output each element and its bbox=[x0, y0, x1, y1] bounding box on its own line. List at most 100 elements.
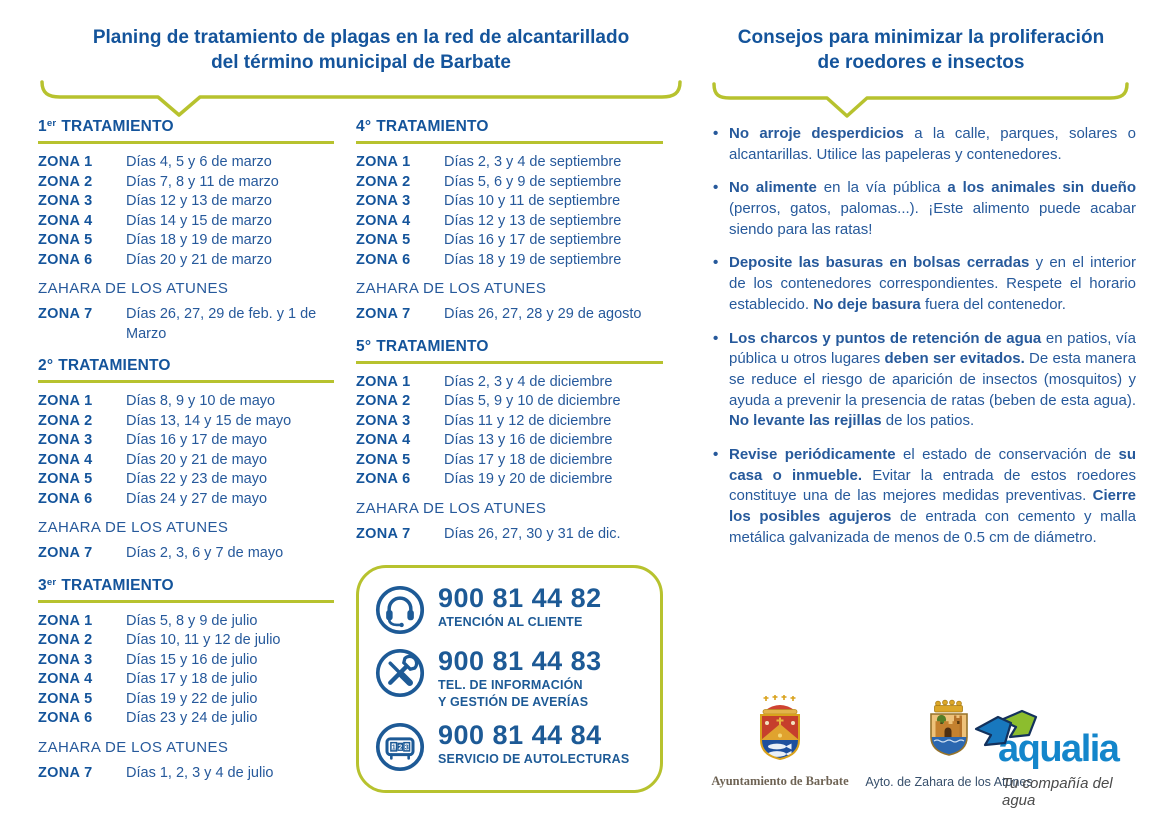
zone-label: ZONA 6 bbox=[356, 471, 411, 487]
section-word: TRATAMIENTO bbox=[58, 357, 171, 374]
zone-dates: Días 5, 9 y 10 de diciembre bbox=[444, 393, 621, 409]
aqualia-flags-icon bbox=[974, 708, 1040, 759]
barbate-logo-block: Ayuntamiento de Barbate bbox=[704, 694, 856, 789]
zone-dates: Días 2, 3, 6 y 7 de mayo bbox=[126, 545, 284, 561]
zone-dates: Días 12 y 13 de marzo bbox=[126, 193, 272, 209]
zone-row: ZONA 5 Días 22 y 23 de mayo bbox=[38, 470, 334, 490]
right-panel-title: Consejos para minimizar la proliferación… bbox=[705, 26, 1137, 75]
zone-dates: Días 2, 3 y 4 de septiembre bbox=[444, 154, 622, 170]
zone-row: ZONA 6 Días 23 y 24 de julio bbox=[38, 709, 334, 729]
section-title: 2° TRATAMIENTO bbox=[38, 357, 334, 383]
tip-text: en patios, vía pública u otros lugares bbox=[729, 329, 1136, 368]
zone-label: ZONA 5 bbox=[356, 451, 411, 468]
svg-text:1: 1 bbox=[392, 743, 396, 751]
zone-row: ZONA 4 Días 14 y 15 de marzo bbox=[38, 212, 334, 232]
zone-dates: Días 13, 14 y 15 de mayo bbox=[126, 412, 292, 429]
section-number: 4 bbox=[356, 118, 365, 135]
zone-dates: Días 11 y 12 de diciembre bbox=[444, 412, 612, 429]
phone-entry-customer-service: 900 81 44 82 ATENCIÓN AL CLIENTE bbox=[374, 584, 648, 636]
tip-bold-text: su casa o inmueble. bbox=[729, 445, 1137, 484]
barbate-coat-of-arms bbox=[753, 695, 807, 768]
treatment-section-5: 5° TRATAMIENTO ZONA 1 Días 2, 3 y 4 de dic… bbox=[356, 338, 663, 545]
zone-label: ZONA 3 bbox=[38, 651, 93, 668]
zone-label: ZONA 2 bbox=[38, 173, 93, 190]
tip-text: de los patios. bbox=[881, 412, 975, 430]
zone-dates: Días 26, 27, 30 y 31 de dic. bbox=[444, 525, 621, 542]
zahara-subheader: ZAHARA DE LOS ATUNES bbox=[356, 499, 547, 517]
zone-row: ZONA 5 Días 16 y 17 de septiembre bbox=[356, 231, 663, 251]
phone-label: TEL. DE INFORMACIÓN Y GESTIÓN DE AVERÍAS bbox=[438, 678, 589, 709]
zahara-label: Ayto. de Zahara de los Atunes bbox=[865, 775, 1033, 789]
phone-numbers-box: 900 81 44 82 ATENCIÓN AL CLIENTE 900 81 … bbox=[356, 565, 663, 793]
zahara-logo-block: Ayto. de Zahara de los Atunes bbox=[858, 698, 1040, 789]
tip-text: De esta manera se reduce el riesgo de ap… bbox=[729, 350, 1136, 409]
tip-item: Los charcos y puntos de retención de agu… bbox=[712, 329, 1136, 432]
zone-row: ZONA 1 Días 2, 3 y 4 de septiembre bbox=[356, 153, 663, 173]
zone-dates: Días 26, 27, 28 y 29 de agosto bbox=[444, 306, 642, 322]
zone-table: ZONA 1 Días 2, 3 y 4 de diciembre ZONA 2 Dí… bbox=[356, 373, 663, 490]
section-number: 3 bbox=[38, 576, 47, 594]
zone-label: ZONA 4 bbox=[38, 451, 93, 468]
zone-label: ZONA 3 bbox=[38, 193, 93, 209]
tip-bold-text: Deposite las basuras en bolsas cerradas bbox=[729, 254, 1030, 272]
zone-label: ZONA 2 bbox=[356, 173, 411, 190]
phone-number: 900 81 44 83 bbox=[438, 646, 602, 676]
zone-dates: Días 16 y 17 de septiembre bbox=[444, 232, 622, 248]
zone-label: ZONA 7 bbox=[356, 306, 411, 322]
treatments-column-2: 4° TRATAMIENTO ZONA 1 Días 2, 3 y 4 de sep… bbox=[356, 118, 663, 793]
zone-label: ZONA 1 bbox=[356, 154, 411, 170]
phone-number: 900 81 44 82 bbox=[438, 583, 602, 613]
zone-dates: Días 26, 27, 29 de feb. y 1 de Marzo bbox=[126, 306, 317, 342]
zone-dates: Días 5, 6 y 9 de septiembre bbox=[444, 173, 622, 190]
zone-dates: Días 4, 5 y 6 de marzo bbox=[126, 154, 272, 170]
zone-dates: Días 13 y 16 de diciembre bbox=[444, 432, 613, 448]
zone-label: ZONA 2 bbox=[38, 632, 93, 648]
zone-row: ZONA 6 Días 24 y 27 de mayo bbox=[38, 490, 334, 510]
zone-dates: Días 19 y 20 de diciembre bbox=[444, 471, 613, 487]
tip-bold-text: No alimente bbox=[729, 179, 817, 197]
section-number: 1 bbox=[38, 118, 47, 135]
treatment-section-2: 2° TRATAMIENTO ZONA 1 Días 8, 9 y 10 de ma… bbox=[38, 357, 334, 564]
tip-bold-text: Los charcos y puntos de retención de agu… bbox=[729, 329, 1042, 347]
zone7-row: ZONA 7 Días 26, 27, 29 de feb. y 1 de Ma… bbox=[38, 305, 334, 344]
zone-label: ZONA 6 bbox=[38, 251, 93, 268]
zone-dates: Días 22 y 23 de mayo bbox=[126, 471, 268, 487]
tip-bold-text: Cierre los posibles agujeros bbox=[729, 487, 1136, 525]
zone-row: ZONA 2 Días 5, 9 y 10 de diciembre bbox=[356, 392, 663, 412]
tip-bold-text: No deje basura bbox=[813, 295, 921, 313]
section-title: 4° TRATAMIENTO bbox=[356, 118, 663, 144]
zone-dates: Días 17 y 18 de julio bbox=[126, 671, 258, 687]
zone7-row: ZONA 7 Días 26, 27, 28 y 29 de agosto bbox=[356, 305, 663, 325]
left-title-line2: del término municipal de Barbate bbox=[211, 51, 511, 73]
treatments-column-1: 1er TRATAMIENTO ZONA 1 Días 4, 5 y 6 de ma… bbox=[38, 118, 334, 796]
headset-icon bbox=[374, 584, 426, 636]
zone-dates: Días 2, 3 y 4 de diciembre bbox=[444, 373, 613, 390]
tip-text: el estado de conservación de bbox=[895, 445, 1119, 463]
zone-row: ZONA 3 Días 16 y 17 de mayo bbox=[38, 431, 334, 451]
zone-row: ZONA 4 Días 13 y 16 de diciembre bbox=[356, 431, 663, 451]
zone-dates: Días 10, 11 y 12 de julio bbox=[126, 632, 281, 648]
treatment-section-4: 4° TRATAMIENTO ZONA 1 Días 2, 3 y 4 de sep… bbox=[356, 118, 663, 325]
tip-text: a la calle, parques, solares o alcantari… bbox=[729, 125, 1136, 163]
svg-text:2: 2 bbox=[398, 743, 402, 751]
zone-label: ZONA 7 bbox=[38, 545, 93, 561]
zone-dates: Días 18 y 19 de marzo bbox=[126, 232, 272, 248]
tip-text: de entrada con cemento y malla metálica … bbox=[729, 508, 1136, 546]
tip-bold-text: Revise periódicamente bbox=[729, 445, 896, 463]
zone-label: ZONA 6 bbox=[38, 490, 93, 507]
zone-row: ZONA 2 Días 13, 14 y 15 de mayo bbox=[38, 412, 334, 432]
zone-row: ZONA 3 Días 15 y 16 de julio bbox=[38, 651, 334, 671]
zone7-row: ZONA 7 Días 1, 2, 3 y 4 de julio bbox=[38, 764, 334, 784]
section-word: TRATAMIENTO bbox=[376, 337, 489, 355]
section-title: 5° TRATAMIENTO bbox=[356, 338, 663, 364]
zone-label: ZONA 3 bbox=[356, 193, 411, 209]
section-ordinal: ° bbox=[46, 357, 54, 374]
right-brace-decoration bbox=[712, 82, 1129, 118]
zone-label: ZONA 6 bbox=[38, 710, 93, 726]
zone-table: ZONA 1 Días 2, 3 y 4 de septiembre ZONA 2 D… bbox=[356, 153, 663, 270]
tip-bold-text: deben ser evitados. bbox=[884, 350, 1025, 368]
zone-table: ZONA 1 Días 8, 9 y 10 de mayo ZONA 2 Días 1… bbox=[38, 392, 334, 509]
zone-row: ZONA 1 Días 8, 9 y 10 de mayo bbox=[38, 392, 334, 412]
zone-dates: Días 14 y 15 de marzo bbox=[126, 212, 272, 229]
zone-label: ZONA 5 bbox=[38, 232, 93, 248]
